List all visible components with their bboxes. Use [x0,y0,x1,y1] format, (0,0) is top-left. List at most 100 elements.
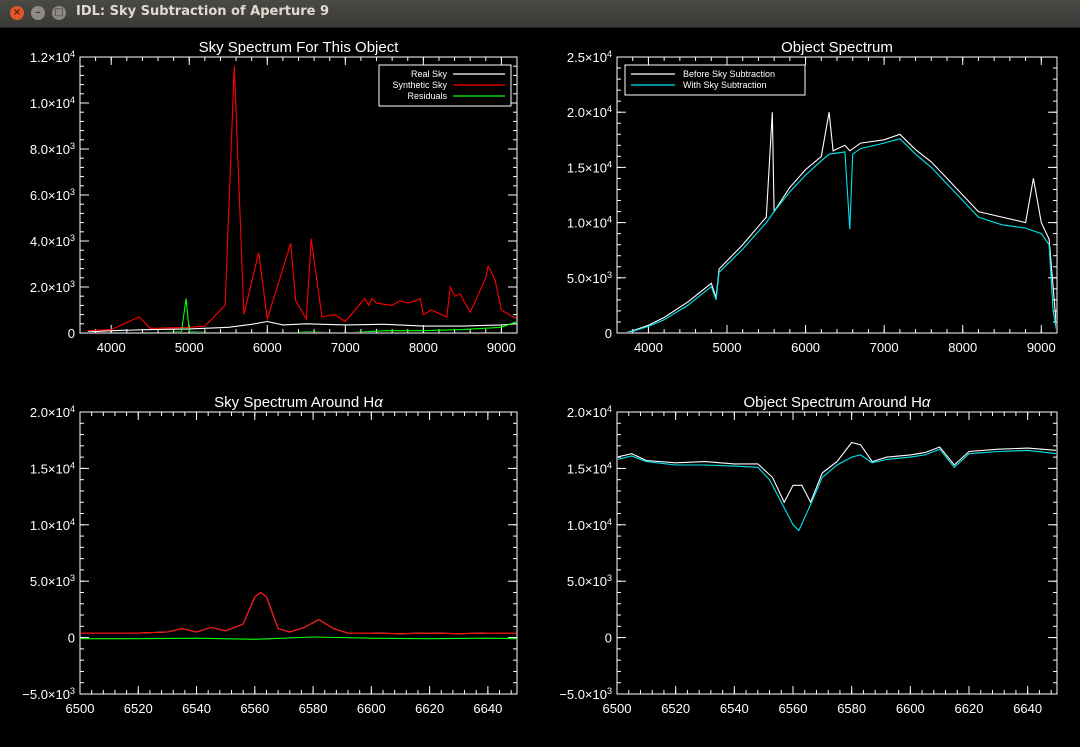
y-tick-label: 6.0×103 [30,187,75,203]
plot-frame [79,411,518,695]
x-tick-label: 6620 [415,701,444,716]
y-tick-exponent: 4 [607,49,612,59]
x-tick-label: 9000 [1027,340,1056,355]
y-tick-mantissa: 0 [605,631,612,646]
x-tick-label: 5000 [713,340,742,355]
y-tick-label: 0 [68,631,75,646]
x-tick-label: 6620 [955,701,984,716]
x-tick-label: 7000 [331,340,360,355]
x-tick-label: 9000 [487,340,516,355]
series-line-with-sky-subtraction [626,138,1056,332]
x-tick-label: 6560 [240,701,269,716]
plot-frame [616,56,1058,334]
y-tick-label: 0 [605,631,612,646]
chart-title-greek: α [922,394,931,411]
legend-box [624,64,806,96]
y-tick-exponent: 4 [607,104,612,114]
close-window-button[interactable]: × [10,6,24,20]
chart-title: Object Spectrum [781,39,893,56]
series-line-residuals [162,298,516,332]
y-tick-mantissa: 4.0×10 [30,234,70,249]
series-line-real-sky [87,320,516,332]
y-tick-mantissa: 0 [605,326,612,341]
y-tick-exponent: 4 [70,460,75,470]
y-tick-exponent: 3 [607,573,612,583]
x-tick-label: 6520 [661,701,690,716]
window-title: IDL: Sky Subtraction of Aperture 9 [76,4,330,19]
y-tick-exponent: 4 [70,517,75,527]
chart-title: Object Spectrum Around Hα [744,394,931,411]
series-line-ff0000 [81,591,516,635]
maximize-window-button[interactable]: □ [52,6,66,20]
y-tick-label: 1.0×104 [30,517,75,533]
chart-title-greek: α [374,394,383,411]
x-tick-label: 6500 [603,701,632,716]
x-tick-label: 6600 [357,701,386,716]
y-tick-exponent: 4 [70,404,75,414]
y-tick-mantissa: 2.5×10 [567,50,607,65]
y-tick-label: 0 [68,326,75,341]
y-tick-exponent: 4 [70,95,75,105]
y-tick-mantissa: −5.0×10 [22,687,70,702]
y-tick-mantissa: 2.0×10 [30,405,70,420]
series-line-00ff00 [81,636,516,640]
y-tick-mantissa: 1.5×10 [567,160,607,175]
y-tick-exponent: 3 [607,686,612,696]
y-tick-label: −5.0×103 [559,686,612,702]
y-tick-exponent: 3 [70,187,75,197]
x-tick-label: 6540 [182,701,211,716]
y-tick-label: 1.0×104 [567,215,612,231]
y-tick-label: 1.5×104 [567,460,612,476]
series-line-synthetic-sky [87,66,516,332]
y-tick-exponent: 3 [70,573,75,583]
y-tick-exponent: 3 [607,270,612,280]
x-tick-label: 6580 [299,701,328,716]
y-tick-exponent: 4 [607,404,612,414]
x-tick-label: 4000 [97,340,126,355]
y-tick-label: 1.5×104 [30,460,75,476]
chart-title: Sky Spectrum Around Hα [214,394,383,411]
y-tick-exponent: 3 [70,233,75,243]
series-line-00e5ee [618,448,1056,532]
legend-label: Real Sky [411,69,448,79]
y-tick-label: 2.0×104 [567,104,612,120]
y-tick-label: 5.0×103 [30,573,75,589]
y-tick-label: 1.5×104 [567,159,612,175]
chart-title: Sky Spectrum For This Object [199,39,400,56]
x-tick-label: 6560 [779,701,808,716]
y-tick-mantissa: 5.0×10 [30,574,70,589]
y-tick-mantissa: 0 [68,326,75,341]
x-tick-label: 7000 [870,340,899,355]
y-tick-exponent: 3 [70,686,75,696]
x-tick-label: 6640 [473,701,502,716]
y-tick-mantissa: 1.0×10 [30,96,70,111]
y-tick-label: 5.0×103 [567,270,612,286]
y-tick-exponent: 3 [70,279,75,289]
y-tick-label: 1.0×104 [30,95,75,111]
x-tick-label: 6520 [124,701,153,716]
x-tick-label: 4000 [634,340,663,355]
y-tick-exponent: 4 [607,215,612,225]
sky-halpha-panel: Sky Spectrum Around Hα 6500 6520 6540 6560 65… [22,394,518,716]
object-halpha-panel: Object Spectrum Around Hα 6500 6520 6540 656… [559,394,1058,716]
legend-label: With Sky Subtraction [683,80,767,90]
x-tick-label: 6500 [66,701,95,716]
series-line-before-sky-subtraction [626,112,1056,332]
y-tick-label: 2.5×104 [567,49,612,65]
y-tick-mantissa: 1.0×10 [567,518,607,533]
y-tick-label: 0 [605,326,612,341]
y-tick-mantissa: 5.0×10 [567,574,607,589]
y-tick-exponent: 4 [607,517,612,527]
legend-label: Synthetic Sky [392,80,447,90]
legend-label: Before Sky Subtraction [683,69,775,79]
y-tick-mantissa: 8.0×10 [30,142,70,157]
chart-title-text: Sky Spectrum Around H [214,394,374,411]
plot-frame [616,411,1058,695]
y-tick-label: 5.0×103 [567,573,612,589]
y-tick-exponent: 4 [607,460,612,470]
y-tick-exponent: 3 [70,141,75,151]
y-tick-mantissa: −5.0×10 [559,687,607,702]
y-tick-mantissa: 5.0×10 [567,271,607,286]
minimize-window-button[interactable]: – [31,6,45,20]
x-tick-label: 5000 [175,340,204,355]
